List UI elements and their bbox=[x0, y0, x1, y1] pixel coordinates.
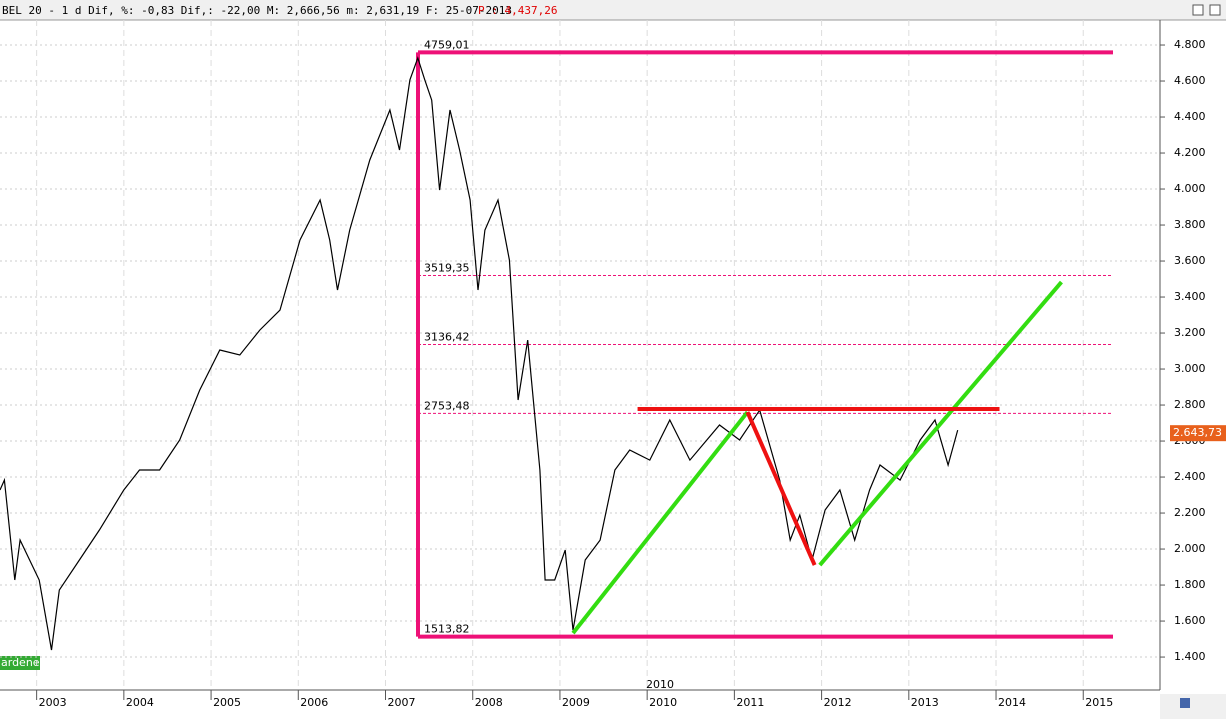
level-label: 1513,82 bbox=[424, 623, 470, 636]
x-tick-label: 2012 bbox=[824, 696, 852, 709]
annotation: ardenes bbox=[1, 656, 46, 669]
y-tick-label: 3.400 bbox=[1174, 290, 1206, 303]
annotation-box bbox=[0, 656, 40, 670]
x-tick-label: 2007 bbox=[388, 696, 416, 709]
y-tick-label: 3.600 bbox=[1174, 254, 1206, 267]
y-tick-label: 3.800 bbox=[1174, 218, 1206, 231]
x-tick-label: 2009 bbox=[562, 696, 590, 709]
trend-line bbox=[745, 411, 817, 566]
header-bar bbox=[0, 0, 1226, 20]
y-tick-label: 4.200 bbox=[1174, 146, 1206, 159]
window-button[interactable] bbox=[1209, 4, 1221, 16]
level-label: 3136,42 bbox=[424, 330, 470, 343]
x-tick-label: 2004 bbox=[126, 696, 154, 709]
y-tick-label: 3.000 bbox=[1174, 362, 1206, 375]
y-tick-label: 4.800 bbox=[1174, 38, 1206, 51]
price-annotation: P : 4,437,26 bbox=[478, 4, 557, 17]
y-tick-label: 1.800 bbox=[1174, 578, 1206, 591]
y-tick-label: 4.000 bbox=[1174, 182, 1206, 195]
window-button[interactable] bbox=[1192, 4, 1204, 16]
x-tick-label: 2010 bbox=[649, 696, 677, 709]
x-tick-label: 2014 bbox=[998, 696, 1026, 709]
trend-line bbox=[571, 410, 750, 635]
y-tick-label: 2.200 bbox=[1174, 506, 1206, 519]
x-tick-label: 2008 bbox=[475, 696, 503, 709]
toolbar bbox=[1160, 694, 1226, 719]
y-tick-label: 1.600 bbox=[1174, 614, 1206, 627]
x-tick-label: 2005 bbox=[213, 696, 241, 709]
y-tick-label: 2.400 bbox=[1174, 470, 1206, 483]
y-tick-label: 4.600 bbox=[1174, 74, 1206, 87]
trend-line bbox=[818, 280, 1063, 567]
x-tick-label: 2015 bbox=[1085, 696, 1113, 709]
level-label: 3519,35 bbox=[424, 262, 470, 275]
save-button[interactable] bbox=[1180, 698, 1190, 708]
x-tick-label: 2003 bbox=[39, 696, 67, 709]
chart-title: BEL 20 - 1 d Dif, %: -0,83 Dif,: -22,00 … bbox=[2, 4, 512, 17]
y-tick-label: 4.400 bbox=[1174, 110, 1206, 123]
x-tick-label: 2011 bbox=[736, 696, 764, 709]
y-tick-label: 3.200 bbox=[1174, 326, 1206, 339]
y-tick-label: 1.400 bbox=[1174, 650, 1206, 663]
x-tick-label: 2006 bbox=[300, 696, 328, 709]
last-value-tag bbox=[1170, 425, 1226, 442]
y-tick-label: 2.000 bbox=[1174, 542, 1206, 555]
y-tick-label: 2.800 bbox=[1174, 398, 1206, 411]
last-value-label: 2.643,73 bbox=[1173, 426, 1222, 439]
level-label: 4759,01 bbox=[424, 38, 470, 51]
annotation: 2010 bbox=[646, 678, 674, 691]
x-tick-label: 2013 bbox=[911, 696, 939, 709]
level-label: 2753,48 bbox=[424, 399, 470, 412]
